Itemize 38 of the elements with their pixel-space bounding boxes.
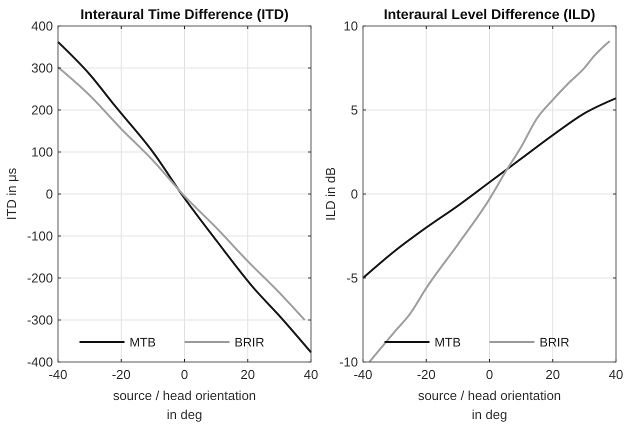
line-series (362, 97, 617, 279)
y-axis-title: ILD in dB (323, 167, 338, 221)
y-axis-title: ITD in μs (4, 167, 19, 220)
y-tick-label: 100 (31, 144, 53, 160)
chart-title: Interaural Time Difference (ITD) (80, 6, 289, 22)
y-tick-label: -5 (346, 270, 358, 286)
x-tick-label: 40 (608, 367, 624, 382)
x-tick-label: -40 (354, 367, 372, 382)
y-tick-label: -100 (26, 228, 53, 244)
y-tick-label: 400 (31, 18, 53, 34)
legend-label: MTB (130, 336, 156, 350)
legend-label: BRIR (234, 336, 264, 350)
x-tick-label: 20 (546, 367, 560, 382)
y-tick-label: -300 (26, 312, 53, 328)
legend-label: MTB (434, 336, 461, 350)
x-tick-label: 0 (180, 367, 188, 382)
line-series (57, 66, 306, 321)
x-tick-label: -20 (112, 367, 131, 382)
y-tick-label: -200 (26, 270, 53, 286)
x-tick-label: 0 (486, 367, 494, 382)
x-tick-label: -40 (48, 367, 68, 382)
y-tick-label: 0 (46, 186, 53, 202)
line-series (57, 40, 312, 354)
x-tick-label: 40 (304, 367, 318, 382)
legend-label: BRIR (540, 336, 570, 350)
x-axis-title: source / head orientation in deg (418, 388, 562, 422)
line-series (368, 40, 611, 363)
x-axis-title: source / head orientation in deg (112, 388, 256, 422)
y-tick-label: 5 (350, 102, 358, 118)
y-tick-label: 300 (31, 60, 53, 76)
x-tick-label: -20 (416, 367, 436, 382)
y-tick-label: -400 (26, 354, 53, 370)
y-tick-label: 200 (31, 102, 53, 118)
x-tick-label: 20 (240, 367, 255, 382)
chart-title: Interaural Level Difference (ILD) (384, 6, 596, 22)
y-tick-label: 10 (344, 18, 358, 34)
y-tick-label: -10 (339, 354, 358, 370)
y-tick-label: 0 (350, 186, 358, 202)
